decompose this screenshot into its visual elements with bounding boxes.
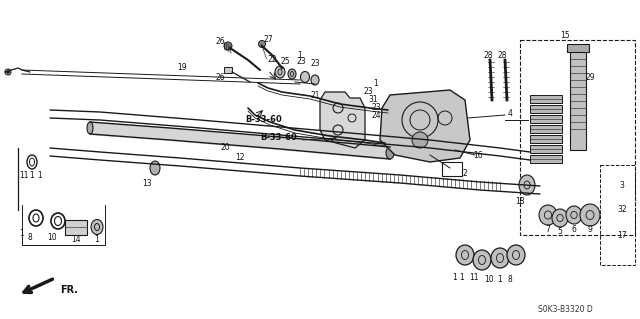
Text: 4: 4 <box>508 109 513 118</box>
Bar <box>442 162 462 176</box>
Text: 8: 8 <box>28 233 33 241</box>
Text: B-33-60: B-33-60 <box>245 115 282 124</box>
Ellipse shape <box>386 147 394 159</box>
Ellipse shape <box>311 75 319 85</box>
Circle shape <box>224 42 232 50</box>
Polygon shape <box>320 92 365 148</box>
Text: 20: 20 <box>220 144 230 152</box>
Text: 23: 23 <box>310 58 320 68</box>
Text: 18: 18 <box>515 197 525 206</box>
Text: 29: 29 <box>585 73 595 83</box>
Bar <box>520 40 635 235</box>
Text: 19: 19 <box>177 63 187 72</box>
Bar <box>530 95 562 103</box>
Text: 2: 2 <box>463 168 467 177</box>
Bar <box>530 105 562 113</box>
Text: 23: 23 <box>296 57 306 66</box>
Circle shape <box>412 132 428 148</box>
Bar <box>570 50 586 150</box>
Polygon shape <box>380 90 470 162</box>
Ellipse shape <box>519 175 535 195</box>
Text: 3: 3 <box>620 181 625 189</box>
Text: 10: 10 <box>47 234 57 242</box>
Ellipse shape <box>473 250 491 270</box>
Text: B-33-60: B-33-60 <box>260 133 297 143</box>
Text: S0K3-B3320 D: S0K3-B3320 D <box>538 306 593 315</box>
Ellipse shape <box>539 205 557 225</box>
Text: 1: 1 <box>452 273 458 283</box>
Text: 1: 1 <box>38 172 42 181</box>
Text: 15: 15 <box>560 32 570 41</box>
Text: 10: 10 <box>484 276 494 285</box>
Ellipse shape <box>507 245 525 265</box>
Text: 28: 28 <box>483 51 493 61</box>
Ellipse shape <box>91 219 103 234</box>
Text: FR.: FR. <box>60 285 78 295</box>
Text: 28: 28 <box>497 51 507 61</box>
Text: 1: 1 <box>460 273 465 283</box>
Bar <box>600 165 635 265</box>
Text: 23: 23 <box>363 87 373 97</box>
Text: 11: 11 <box>19 172 29 181</box>
Text: 1: 1 <box>298 51 302 61</box>
Ellipse shape <box>491 248 509 268</box>
Text: 14: 14 <box>71 235 81 244</box>
Text: 27: 27 <box>263 35 273 44</box>
Ellipse shape <box>275 66 285 78</box>
Circle shape <box>259 41 266 48</box>
Text: 13: 13 <box>142 179 152 188</box>
Text: 22: 22 <box>268 56 276 64</box>
Circle shape <box>7 71 9 73</box>
Ellipse shape <box>456 245 474 265</box>
Text: 26: 26 <box>215 38 225 47</box>
Bar <box>530 115 562 123</box>
Text: 1: 1 <box>29 172 35 181</box>
Text: 31: 31 <box>368 95 378 105</box>
Ellipse shape <box>288 69 296 79</box>
Ellipse shape <box>150 161 160 175</box>
Ellipse shape <box>301 71 310 83</box>
Text: 16: 16 <box>473 152 483 160</box>
Text: 17: 17 <box>617 231 627 240</box>
Text: 21: 21 <box>310 92 320 100</box>
Bar <box>530 125 562 133</box>
Text: 7: 7 <box>545 225 550 234</box>
Text: 8: 8 <box>508 276 513 285</box>
Text: 1: 1 <box>498 276 502 285</box>
Ellipse shape <box>552 209 568 227</box>
Text: 1: 1 <box>374 79 378 88</box>
Bar <box>224 67 232 73</box>
Text: 1: 1 <box>95 235 99 244</box>
Text: 26: 26 <box>215 73 225 83</box>
Ellipse shape <box>566 206 582 224</box>
Text: 1: 1 <box>20 228 24 238</box>
Bar <box>567 44 589 52</box>
Bar <box>530 135 562 143</box>
Text: 11: 11 <box>469 273 479 283</box>
Text: 6: 6 <box>572 225 577 234</box>
Text: 9: 9 <box>588 225 593 234</box>
Text: 5: 5 <box>557 227 563 236</box>
Text: 23: 23 <box>371 103 381 113</box>
Text: 25: 25 <box>280 57 290 66</box>
Text: 12: 12 <box>236 153 244 162</box>
Bar <box>530 145 562 153</box>
Bar <box>65 220 87 235</box>
Text: 32: 32 <box>617 205 627 214</box>
Ellipse shape <box>87 122 93 134</box>
Bar <box>530 155 562 163</box>
Text: 24: 24 <box>371 112 381 121</box>
Ellipse shape <box>580 204 600 226</box>
